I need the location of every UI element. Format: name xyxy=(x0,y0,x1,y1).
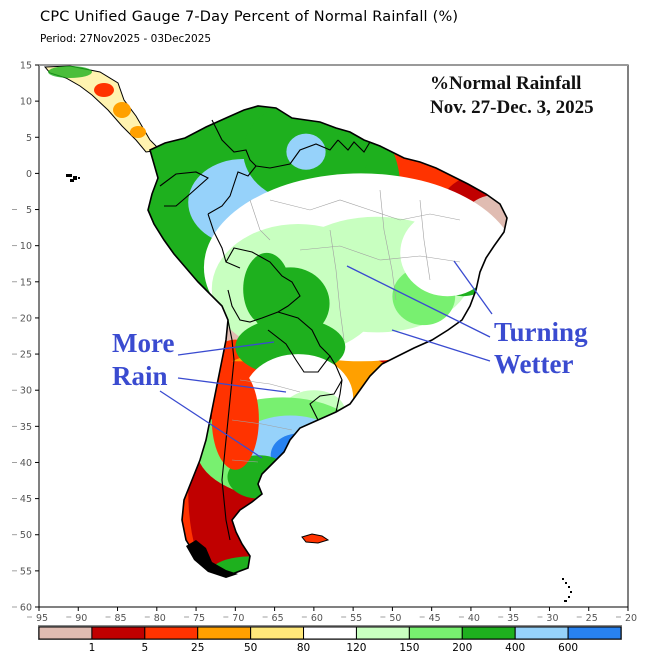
colorbar-label: 25 xyxy=(191,642,204,654)
lat-tick-label: 20 xyxy=(20,313,32,324)
border-andes xyxy=(221,319,235,541)
colorbar-swatch xyxy=(144,626,199,640)
arrow-turning-wetter-1 xyxy=(453,260,493,315)
lat-tick-label: 0 xyxy=(26,169,32,180)
colorbar-label: 1 xyxy=(89,642,96,654)
lat-tick-label: 60 xyxy=(20,603,32,614)
lon-tick-label: 95 xyxy=(36,613,48,624)
rainfall-region xyxy=(400,209,495,297)
border-guianas xyxy=(337,139,381,153)
lon-tick-label: 20 xyxy=(625,613,637,624)
colorbar-swatch xyxy=(355,626,410,640)
lat-tick-label: 25 xyxy=(20,350,32,361)
lat-tick-label: 45 xyxy=(20,494,32,505)
lon-tick-label: 30 xyxy=(546,613,558,624)
border-peru-brazil xyxy=(207,165,257,269)
colorbar-label: 200 xyxy=(452,642,472,654)
annotation-more-rain-line1: More xyxy=(112,328,174,358)
colorbar-label: 80 xyxy=(297,642,310,654)
lon-tick-label: 75 xyxy=(193,613,205,624)
lat-tick-label: 15 xyxy=(20,277,32,288)
annotation-turning-wetter-line1: Turning xyxy=(494,317,588,347)
arrow-turning-wetter-2 xyxy=(346,265,491,338)
lon-tick-label: 55 xyxy=(350,613,362,624)
colorbar-swatch xyxy=(38,626,93,640)
colorbar: 1 5 25 50 80 120 150 200 400 600 xyxy=(38,625,622,654)
colorbar-label: 5 xyxy=(141,642,148,654)
rainfall-region xyxy=(243,252,291,326)
arrow-more-rain-3 xyxy=(159,390,263,459)
inset-title-line2: Nov. 27-Dec. 3, 2025 xyxy=(430,97,594,118)
colorbar-label: 150 xyxy=(399,642,419,654)
lon-tick-label: 50 xyxy=(389,613,401,624)
annotation-turning-wetter: Turning Wetter xyxy=(346,260,588,379)
lon-tick-label: 35 xyxy=(507,613,519,624)
lat-tick-label: 30 xyxy=(20,386,32,397)
lon-tick-label: 65 xyxy=(272,613,284,624)
lat-tick-label: 5 xyxy=(26,133,32,144)
galapagos-islands xyxy=(66,174,80,182)
arrow-more-rain-1 xyxy=(177,341,275,356)
central-america-rain-fill xyxy=(48,66,146,138)
lat-tick-label: 10 xyxy=(20,97,32,108)
lon-tick-label: 70 xyxy=(232,613,244,624)
colorbar-swatch xyxy=(514,626,569,640)
border-colombia-venezuela xyxy=(211,119,257,167)
lat-tick-label: 5 xyxy=(26,205,32,216)
longitude-axis: 95 90 85 80 75 70 65 60 55 50 45 40 35 30 25 20 xyxy=(27,607,637,624)
lon-tick-label: 25 xyxy=(586,613,598,624)
border-brazil-north xyxy=(255,139,339,169)
colorbar-swatch xyxy=(303,626,357,640)
colorbar-label: 600 xyxy=(558,642,578,654)
rainfall-region xyxy=(211,368,259,470)
lon-tick-label: 80 xyxy=(154,613,166,624)
border-uruguay xyxy=(309,379,343,421)
inset-title-line1: %Normal Rainfall xyxy=(430,73,581,94)
country-borders xyxy=(159,119,381,541)
lon-tick-label: 90 xyxy=(75,613,87,624)
annotation-more-rain: More Rain xyxy=(112,328,287,459)
lon-tick-label: 45 xyxy=(429,613,441,624)
border-paraguay xyxy=(267,311,331,373)
lon-tick-label: 40 xyxy=(468,613,480,624)
colorbar-swatch xyxy=(461,626,516,640)
tierra-del-fuego-coast xyxy=(186,540,238,578)
annotation-more-rain-line2: Rain xyxy=(112,361,168,391)
arrow-more-rain-2 xyxy=(177,377,287,393)
lon-tick-label: 85 xyxy=(114,613,126,624)
colorbar-swatch xyxy=(250,626,305,640)
colorbar-swatch xyxy=(91,626,146,640)
lat-tick-label: 40 xyxy=(20,458,32,469)
lon-tick-label: 60 xyxy=(311,613,323,624)
annotation-turning-wetter-line2: Wetter xyxy=(494,349,573,379)
rainfall-region xyxy=(286,133,326,170)
falkland-islands xyxy=(301,533,330,544)
colorbar-swatch xyxy=(197,626,252,640)
border-ecuador xyxy=(159,171,209,207)
lat-tick-label: 50 xyxy=(20,530,32,541)
colorbar-swatch xyxy=(567,626,622,640)
colorbar-label: 400 xyxy=(505,642,525,654)
period-label: Period: 27Nov2025 - 03Dec2025 xyxy=(40,33,212,45)
state-borders xyxy=(231,189,461,463)
map-title: CPC Unified Gauge 7-Day Percent of Norma… xyxy=(40,9,459,25)
colorbar-label: 50 xyxy=(244,642,257,654)
arrow-turning-wetter-3 xyxy=(391,329,491,362)
lat-tick-label: 55 xyxy=(20,566,32,577)
border-bolivia xyxy=(225,247,301,323)
south-georgia-dots xyxy=(562,578,572,602)
colorbar-swatch xyxy=(408,626,463,640)
lat-tick-label: 35 xyxy=(20,422,32,433)
lat-tick-label: 10 xyxy=(20,241,32,252)
colorbar-label: 120 xyxy=(346,642,366,654)
lat-tick-label: 15 xyxy=(20,61,32,72)
